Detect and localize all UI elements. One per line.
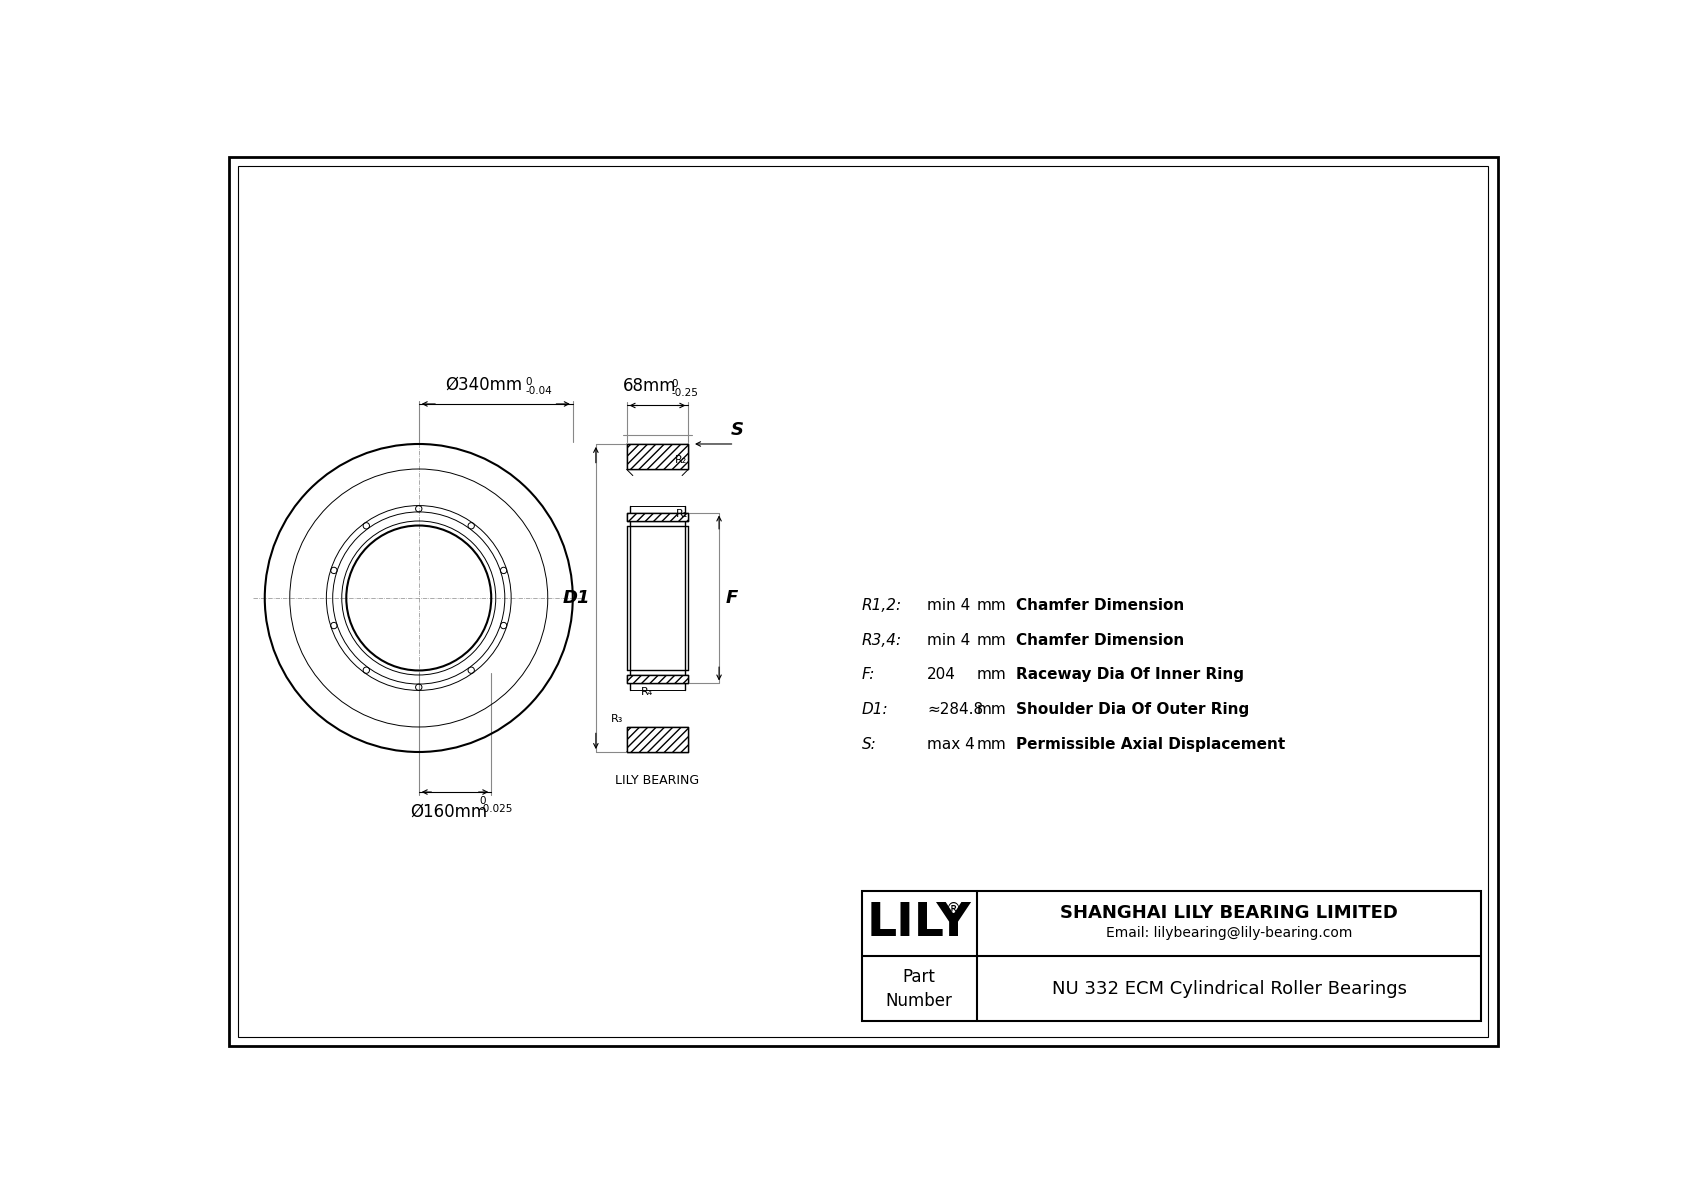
Text: S:: S:	[862, 737, 876, 752]
Text: 204: 204	[926, 667, 957, 682]
Bar	[626, 675, 689, 684]
Text: mm: mm	[977, 598, 1007, 613]
Text: 0: 0	[672, 379, 679, 388]
Text: 0: 0	[525, 378, 532, 387]
Text: min 4: min 4	[926, 632, 970, 648]
Text: Permissible Axial Displacement: Permissible Axial Displacement	[1015, 737, 1285, 752]
Text: SHANGHAI LILY BEARING LIMITED: SHANGHAI LILY BEARING LIMITED	[1061, 904, 1398, 922]
Text: Part
Number: Part Number	[886, 968, 953, 1010]
Text: Email: lilybearing@lily-bearing.com: Email: lilybearing@lily-bearing.com	[1106, 927, 1352, 941]
Text: Ø340mm: Ø340mm	[446, 375, 522, 393]
Text: -0.025: -0.025	[480, 804, 514, 815]
Text: mm: mm	[977, 667, 1007, 682]
Text: R₄: R₄	[640, 686, 653, 697]
Text: D1:: D1:	[862, 703, 887, 717]
Text: Chamfer Dimension: Chamfer Dimension	[1015, 632, 1184, 648]
Text: 0: 0	[480, 796, 487, 806]
Bar	[862, 891, 1482, 1022]
Text: mm: mm	[977, 737, 1007, 752]
Text: F: F	[726, 590, 738, 607]
Text: max 4: max 4	[926, 737, 975, 752]
Text: R₁: R₁	[675, 509, 689, 518]
Text: LILY: LILY	[867, 900, 972, 946]
Text: R1,2:: R1,2:	[862, 598, 901, 613]
Text: NU 332 ECM Cylindrical Roller Bearings: NU 332 ECM Cylindrical Roller Bearings	[1052, 980, 1406, 998]
Text: R3,4:: R3,4:	[862, 632, 901, 648]
Bar	[626, 444, 689, 469]
Text: ®: ®	[945, 902, 962, 917]
Text: mm: mm	[977, 703, 1007, 717]
Text: LILY BEARING: LILY BEARING	[615, 773, 699, 786]
Text: mm: mm	[977, 632, 1007, 648]
Text: min 4: min 4	[926, 598, 970, 613]
Text: Chamfer Dimension: Chamfer Dimension	[1015, 598, 1184, 613]
Text: -0.25: -0.25	[672, 388, 699, 398]
Text: Raceway Dia Of Inner Ring: Raceway Dia Of Inner Ring	[1015, 667, 1243, 682]
Text: Shoulder Dia Of Outer Ring: Shoulder Dia Of Outer Ring	[1015, 703, 1250, 717]
Text: R₃: R₃	[611, 713, 623, 723]
Text: Ø160mm: Ø160mm	[411, 803, 487, 821]
Text: -0.04: -0.04	[525, 386, 552, 397]
Text: S: S	[731, 422, 744, 439]
Text: R₂: R₂	[674, 455, 687, 464]
Bar	[626, 727, 689, 752]
Bar	[626, 512, 689, 520]
Text: D1: D1	[562, 590, 589, 607]
Text: F:: F:	[862, 667, 876, 682]
Text: ≈284.8: ≈284.8	[926, 703, 983, 717]
Text: 68mm: 68mm	[623, 376, 677, 394]
